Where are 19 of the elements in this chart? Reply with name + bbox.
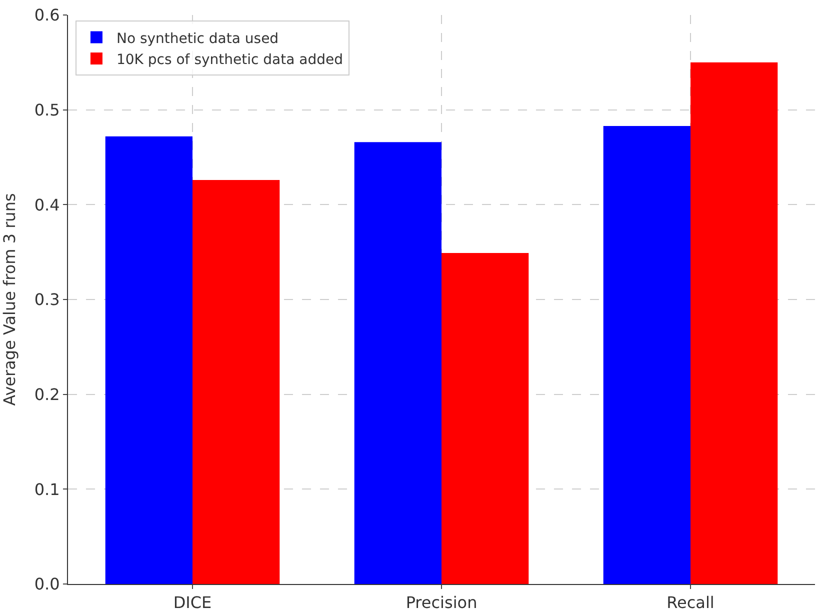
y-axis-title: Average Value from 3 runs (0, 193, 19, 406)
x-tick-label: DICE (173, 593, 212, 612)
bar (442, 253, 529, 584)
legend-label: 10K pcs of synthetic data added (116, 52, 343, 68)
bar (354, 142, 442, 584)
y-tick-label: 0.1 (34, 480, 60, 499)
x-tick-label: Precision (406, 593, 478, 612)
bar (690, 62, 778, 584)
y-tick-label: 0.3 (34, 290, 60, 310)
y-tick-label: 0.6 (34, 6, 60, 25)
bar (603, 126, 690, 584)
legend-label: No synthetic data used (116, 30, 279, 47)
y-tick-label: 0.5 (34, 100, 60, 120)
bar (192, 180, 280, 584)
y-tick-label: 0.2 (34, 384, 60, 404)
y-tick-label: 0.0 (34, 574, 60, 594)
bar (105, 136, 192, 584)
x-tick-label: Recall (666, 593, 714, 612)
y-tick-label: 0.4 (34, 195, 60, 214)
